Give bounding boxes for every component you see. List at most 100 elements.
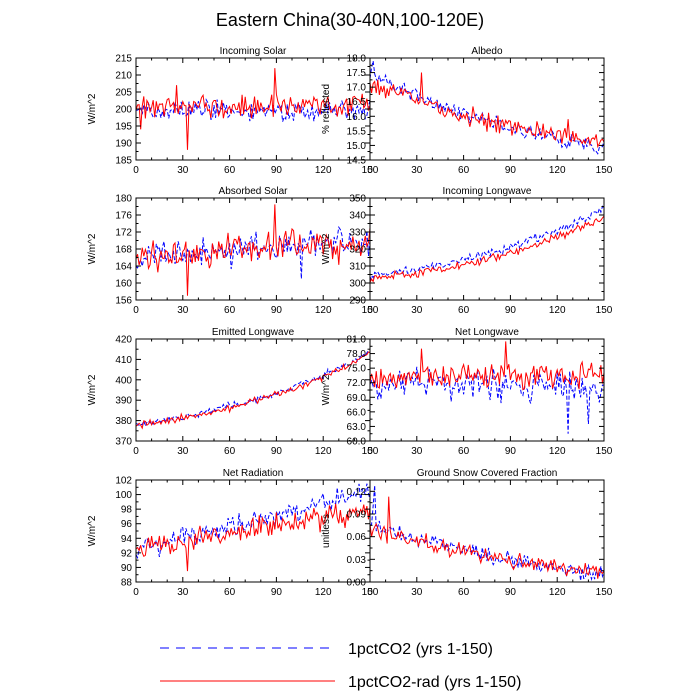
y-tick-label: 92	[121, 548, 133, 559]
y-tick-label: 0.03	[347, 555, 367, 566]
panel-incoming-solar: Incoming Solar W/m^2 0 30 60 90 120 150 185 190 19…	[87, 46, 379, 176]
y-tick-label: 66.0	[347, 407, 367, 418]
x-tick-label: 60	[224, 587, 236, 598]
x-tick-label: 120	[315, 165, 332, 176]
series-line-1pctco2-rad-yrs-1-150	[370, 496, 604, 579]
y-tick-label: 160	[115, 279, 132, 290]
x-tick-label: 0	[133, 165, 139, 176]
y-tick-label: 164	[115, 262, 132, 273]
y-tick-label: 195	[115, 122, 132, 133]
y-axis-label-albedo: % reflected	[321, 84, 332, 134]
y-tick-label: 210	[115, 71, 132, 82]
legend-label-1pctco2-rad: 1pctCO2-rad (yrs 1-150)	[348, 674, 521, 691]
y-tick-label: 410	[115, 355, 132, 366]
y-tick-label: 205	[115, 88, 132, 99]
x-tick-label: 60	[458, 446, 470, 457]
y-tick-label: 330	[349, 228, 366, 239]
x-tick-label: 30	[411, 305, 423, 316]
y-tick-label: 100	[115, 490, 132, 501]
x-tick-label: 150	[362, 305, 379, 316]
panel-title-net-radiation: Net Radiation	[223, 468, 284, 479]
y-axis-label-incoming-solar: W/m^2	[87, 93, 98, 124]
y-tick-label: 16.0	[347, 112, 367, 123]
panel-frame-net-radiation	[135, 479, 371, 583]
x-tick-label: 120	[549, 587, 566, 598]
x-tick-label: 150	[362, 446, 379, 457]
y-tick-label: 16.5	[347, 97, 367, 108]
y-tick-label: 17.5	[347, 68, 367, 79]
y-tick-label: 88	[121, 578, 133, 589]
series-line-1pctco2-yrs-1-150	[370, 485, 604, 582]
panel-title-net-longwave: Net Longwave	[455, 327, 519, 338]
x-tick-label: 0	[133, 446, 139, 457]
x-tick-label: 90	[505, 165, 517, 176]
series-line-1pctco2-yrs-1-150	[136, 350, 370, 428]
x-tick-label: 120	[315, 587, 332, 598]
legend-label-1pctco2: 1pctCO2 (yrs 1-150)	[348, 641, 493, 658]
x-tick-label: 30	[411, 165, 423, 176]
x-tick-label: 0	[133, 305, 139, 316]
x-tick-label: 30	[177, 305, 189, 316]
series-line-1pctco2-rad-yrs-1-150	[136, 204, 370, 296]
x-tick-label: 30	[177, 165, 189, 176]
y-tick-label: 102	[115, 476, 132, 487]
panel-title-ground-snow-covered-fraction: Ground Snow Covered Fraction	[417, 468, 558, 479]
y-tick-label: 300	[349, 279, 366, 290]
y-axis-label-emitted-longwave: W/m^2	[87, 374, 98, 405]
y-tick-label: 18.0	[347, 54, 367, 65]
y-tick-label: 215	[115, 54, 132, 65]
series-line-1pctco2-rad-yrs-1-150	[370, 341, 604, 391]
y-tick-label: 340	[349, 211, 366, 222]
x-tick-label: 60	[458, 305, 470, 316]
y-tick-label: 98	[121, 505, 133, 516]
legend: 1pctCO2 (yrs 1-150) 1pctCO2-rad (yrs 1-1…	[160, 641, 521, 691]
y-tick-label: 168	[115, 245, 132, 256]
x-tick-label: 120	[315, 446, 332, 457]
y-axis-label-net-radiation: W/m^2	[87, 515, 98, 546]
series-line-1pctco2-rad-yrs-1-150	[136, 503, 370, 572]
y-tick-label: 420	[115, 335, 132, 346]
x-tick-label: 150	[362, 165, 379, 176]
y-tick-label: 15.5	[347, 126, 367, 137]
y-tick-label: 69.0	[347, 393, 367, 404]
y-axis-label-incoming-longwave: W/m^2	[321, 233, 332, 264]
panels: Incoming Solar W/m^2 0 30 60 90 120 150 185 190 19…	[87, 46, 613, 598]
x-tick-label: 90	[505, 446, 517, 457]
x-tick-label: 150	[596, 446, 613, 457]
series-line-1pctco2-yrs-1-150	[136, 483, 370, 560]
panel-title-albedo: Albedo	[471, 46, 503, 57]
y-tick-label: 380	[115, 416, 132, 427]
y-tick-label: 0.00	[347, 578, 367, 589]
x-tick-label: 90	[505, 305, 517, 316]
y-tick-label: 96	[121, 519, 133, 530]
y-tick-label: 350	[349, 194, 366, 205]
x-tick-label: 0	[367, 587, 373, 598]
y-tick-label: 290	[349, 296, 366, 307]
y-tick-label: 72.0	[347, 378, 367, 389]
x-tick-label: 60	[458, 165, 470, 176]
y-tick-label: 15.0	[347, 141, 367, 152]
panel-title-absorbed-solar: Absorbed Solar	[219, 186, 289, 197]
x-tick-label: 30	[411, 446, 423, 457]
series-line-1pctco2-rad-yrs-1-150	[136, 68, 370, 150]
y-tick-label: 310	[349, 262, 366, 273]
y-tick-label: 78.0	[347, 349, 367, 360]
y-tick-label: 156	[115, 296, 132, 307]
figure-title: Eastern China(30-40N,100-120E)	[216, 10, 484, 30]
y-tick-label: 190	[115, 139, 132, 150]
y-tick-label: 60.0	[347, 437, 367, 448]
x-tick-label: 60	[224, 165, 236, 176]
y-tick-label: 185	[115, 156, 132, 167]
y-tick-label: 176	[115, 211, 132, 222]
x-tick-label: 150	[596, 165, 613, 176]
x-tick-label: 90	[505, 587, 517, 598]
series-line-1pctco2-yrs-1-150	[136, 98, 370, 122]
panel-net-radiation: Net Radiation W/m^2 0 30 60 90 120 150 88 90 92 94 9…	[87, 468, 379, 598]
y-tick-label: 320	[349, 245, 366, 256]
x-tick-label: 150	[362, 587, 379, 598]
y-tick-label: 0.12	[347, 487, 367, 498]
